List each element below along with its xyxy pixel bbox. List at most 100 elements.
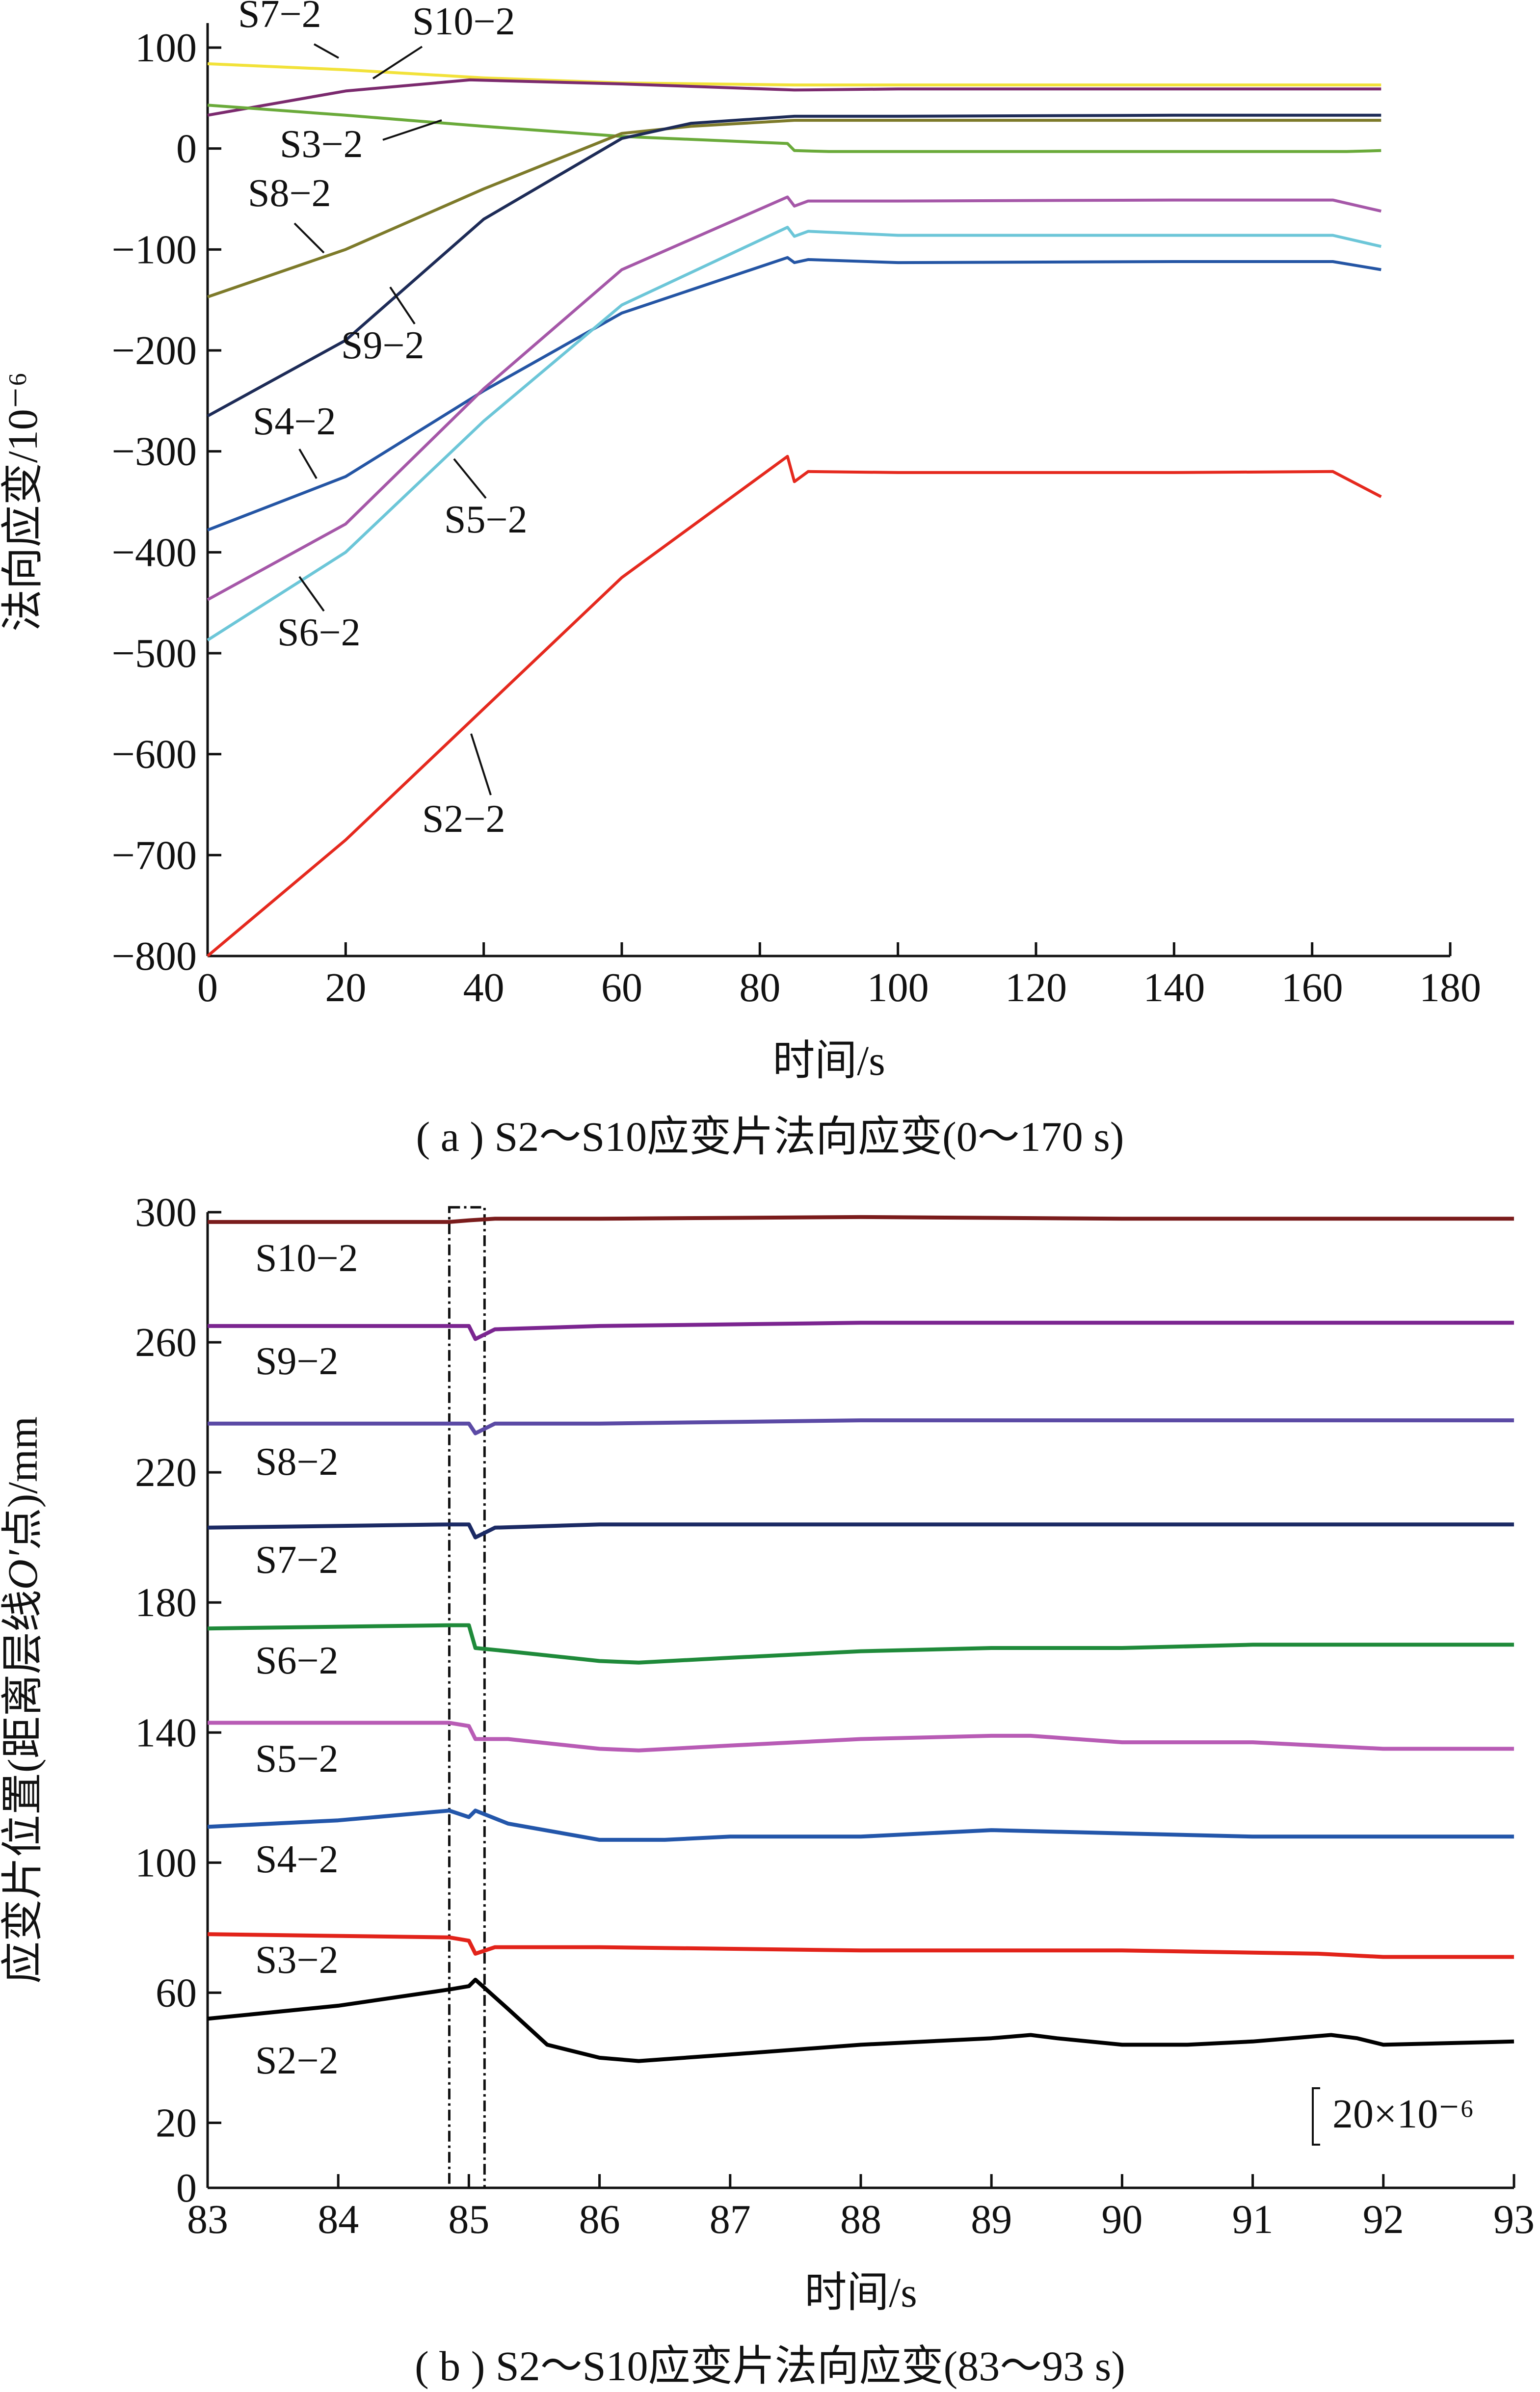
- series-label-S9−2: S9−2: [255, 1340, 339, 1383]
- caption-a: ( a ) S2～S10应变片法向应变(0～170 s): [416, 1113, 1124, 1160]
- x-tick-label: 80: [739, 965, 780, 1010]
- scale-bar-label: 20×10⁻⁶: [1332, 2091, 1474, 2137]
- y-axis-label: 法向应变/10⁻⁶: [0, 372, 46, 632]
- series-line-S5−2: [207, 195, 1381, 601]
- x-tick-label: 60: [601, 965, 642, 1010]
- series-line-S9−2: [208, 1321, 1514, 1341]
- series-label-S4−2: S4−2: [253, 400, 336, 443]
- series-line-S8−2: [207, 119, 1381, 298]
- series-label-S2−2: S2−2: [255, 2039, 339, 2082]
- y-tick-label: 300: [135, 1190, 197, 1235]
- highlight-box: [448, 1206, 486, 2189]
- y-tick-label: 220: [135, 1450, 197, 1495]
- y-tick-label: −600: [112, 732, 197, 777]
- series-label-S5−2: S5−2: [255, 1737, 339, 1781]
- series-line-S9−2: [207, 113, 1381, 418]
- x-tick-label: 140: [1143, 965, 1205, 1010]
- x-tick-label: 84: [318, 2197, 359, 2242]
- y-tick-label: −800: [112, 933, 197, 979]
- x-tick-label: 160: [1281, 965, 1343, 1010]
- series-leader-S8−2: [293, 222, 325, 254]
- y-tick-label: 180: [135, 1580, 197, 1625]
- x-tick-label: 83: [187, 2197, 228, 2242]
- caption-b: ( b ) S2～S10应变片法向应变(83～93 s): [415, 2342, 1125, 2390]
- y-tick-label: 100: [135, 1840, 197, 1886]
- series-label-S10−2: S10−2: [412, 0, 515, 43]
- series-line-S7−2: [207, 62, 1381, 87]
- series-line-S10−2: [208, 1215, 1514, 1224]
- series-leader-S6−2: [298, 576, 325, 612]
- scale-bar: [1312, 2087, 1320, 2146]
- x-axis-label: 时间/s: [772, 1037, 885, 1084]
- y-axis-label-part: O′: [0, 1549, 46, 1590]
- x-tick-label: 88: [840, 2197, 881, 2242]
- y-tick-label: −200: [112, 328, 197, 373]
- x-tick-label: 180: [1419, 965, 1481, 1010]
- series-line-S5−2: [208, 1721, 1514, 1753]
- series-leader-S5−2: [453, 458, 487, 499]
- series-line-S6−2: [207, 226, 1381, 641]
- y-tick-label: 60: [156, 1970, 197, 2016]
- series-line-S3−2: [207, 104, 1381, 153]
- y-axis-label-part: 应变片位置(距离层线: [0, 1590, 46, 1984]
- x-tick-label: 87: [710, 2197, 751, 2242]
- series-label-S8−2: S8−2: [248, 172, 331, 215]
- x-tick-label: 89: [971, 2197, 1012, 2242]
- series-label-S3−2: S3−2: [255, 1939, 339, 1982]
- series-line-S8−2: [208, 1418, 1514, 1435]
- x-tick-label: 0: [197, 965, 218, 1010]
- y-tick-label: 140: [135, 1710, 197, 1755]
- y-tick-label: 0: [176, 126, 197, 172]
- series-label-S6−2: S6−2: [277, 611, 361, 654]
- y-tick-label: −700: [112, 832, 197, 878]
- series-label-S6−2: S6−2: [255, 1639, 339, 1682]
- series-line-S6−2: [207, 1623, 1514, 1665]
- series-line-S7−2: [207, 1522, 1514, 1540]
- series-line-S4−2: [207, 256, 1381, 532]
- series-label-S10−2: S10−2: [255, 1237, 358, 1280]
- series-leader-S4−2: [298, 448, 318, 479]
- series-leader-S7−2: [314, 43, 339, 59]
- y-tick-label: 260: [135, 1320, 197, 1365]
- chart-b: 300 260 220 180 140 100 60 20 083 84 85 86 87 88 89 90 9…: [0, 1190, 1535, 2390]
- series-leader-S10−2: [372, 46, 423, 80]
- x-tick-label: 86: [579, 2197, 620, 2242]
- y-tick-label: −400: [112, 530, 197, 575]
- series-line-S2−2: [207, 1977, 1514, 2063]
- series-line-S10−2: [207, 78, 1381, 117]
- series-label-S5−2: S5−2: [444, 498, 528, 541]
- y-tick-label: −500: [112, 631, 197, 676]
- series-label-S7−2: S7−2: [238, 0, 321, 36]
- x-tick-label: 100: [867, 965, 929, 1010]
- x-tick-label: 40: [463, 965, 504, 1010]
- y-axis-label-part: 点)/mm: [0, 1416, 46, 1550]
- y-tick-label: 100: [135, 25, 197, 71]
- series-leader-S3−2: [382, 119, 442, 141]
- x-tick-label: 20: [325, 965, 366, 1010]
- y-tick-label: −100: [112, 227, 197, 272]
- series-label-S2−2: S2−2: [422, 797, 505, 841]
- series-label-S3−2: S3−2: [280, 123, 363, 166]
- series-label-S4−2: S4−2: [255, 1838, 339, 1881]
- series-line-S4−2: [207, 1808, 1514, 1842]
- y-tick-label: −300: [112, 429, 197, 475]
- series-label-S7−2: S7−2: [255, 1539, 339, 1582]
- y-tick-label: 20: [156, 2100, 197, 2146]
- y-tick-label: 0: [176, 2165, 197, 2211]
- x-tick-label: 93: [1493, 2197, 1535, 2242]
- x-tick-label: 92: [1363, 2197, 1404, 2242]
- series-label-S8−2: S8−2: [255, 1440, 339, 1484]
- series-leader-S9−2: [389, 286, 416, 325]
- series-label-S9−2: S9−2: [341, 324, 425, 367]
- x-tick-label: 120: [1005, 965, 1067, 1010]
- x-tick-label: 85: [448, 2197, 489, 2242]
- series-leader-S2−2: [470, 733, 492, 796]
- x-tick-label: 90: [1101, 2197, 1142, 2242]
- x-tick-label: 91: [1232, 2197, 1274, 2242]
- y-axis-label: 应变片位置(距离层线O′点)/mm: [0, 1416, 46, 1984]
- series-line-S2−2: [207, 454, 1382, 957]
- series-line-S3−2: [207, 1932, 1514, 1959]
- x-axis-label: 时间/s: [804, 2269, 917, 2316]
